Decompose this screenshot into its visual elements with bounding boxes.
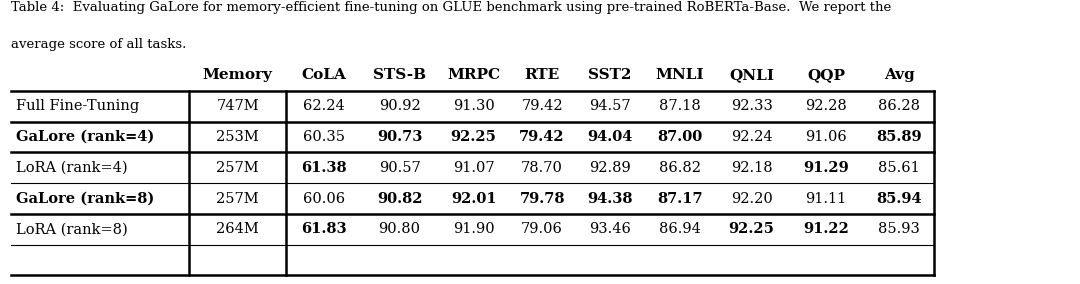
Text: 91.90: 91.90 <box>453 222 495 236</box>
Text: Table 4:  Evaluating GaLore for memory-efficient fine-tuning on GLUE benchmark u: Table 4: Evaluating GaLore for memory-ef… <box>11 1 891 14</box>
Text: 90.80: 90.80 <box>379 222 420 236</box>
Text: 90.92: 90.92 <box>379 99 420 113</box>
Text: 253M: 253M <box>216 130 259 144</box>
Text: 90.82: 90.82 <box>377 192 422 206</box>
Text: Full Fine-Tuning: Full Fine-Tuning <box>16 99 139 113</box>
Text: 90.73: 90.73 <box>377 130 422 144</box>
Text: average score of all tasks.: average score of all tasks. <box>11 38 186 51</box>
Text: Avg: Avg <box>883 68 915 82</box>
Text: RTE: RTE <box>525 68 559 82</box>
Text: 91.29: 91.29 <box>804 161 849 175</box>
Text: 85.93: 85.93 <box>878 222 920 236</box>
Text: 78.70: 78.70 <box>522 161 563 175</box>
Text: STS-B: STS-B <box>373 68 427 82</box>
Text: 79.42: 79.42 <box>519 130 565 144</box>
Text: QQP: QQP <box>807 68 846 82</box>
Text: 90.57: 90.57 <box>379 161 420 175</box>
Text: 86.94: 86.94 <box>659 222 701 236</box>
Text: 92.24: 92.24 <box>731 130 772 144</box>
Text: 91.11: 91.11 <box>806 192 847 206</box>
Text: 747M: 747M <box>216 99 259 113</box>
Text: MRPC: MRPC <box>447 68 500 82</box>
Text: MNLI: MNLI <box>656 68 704 82</box>
Text: 92.25: 92.25 <box>729 222 774 236</box>
Text: 60.35: 60.35 <box>303 130 345 144</box>
Text: 93.46: 93.46 <box>589 222 631 236</box>
Text: LoRA (rank=8): LoRA (rank=8) <box>16 222 127 236</box>
Text: 79.42: 79.42 <box>522 99 563 113</box>
Text: 91.22: 91.22 <box>804 222 849 236</box>
Text: 79.78: 79.78 <box>519 192 565 206</box>
Text: 87.18: 87.18 <box>659 99 701 113</box>
Text: 87.00: 87.00 <box>658 130 702 144</box>
Text: Memory: Memory <box>203 68 272 82</box>
Text: 92.20: 92.20 <box>731 192 772 206</box>
Text: 91.30: 91.30 <box>453 99 495 113</box>
Text: 87.17: 87.17 <box>657 192 703 206</box>
Text: 91.07: 91.07 <box>453 161 495 175</box>
Text: 94.57: 94.57 <box>589 99 631 113</box>
Text: 94.04: 94.04 <box>586 130 633 144</box>
Text: 62.24: 62.24 <box>303 99 345 113</box>
Text: 60.06: 60.06 <box>302 192 346 206</box>
Text: 94.38: 94.38 <box>586 192 633 206</box>
Text: 85.89: 85.89 <box>876 130 922 144</box>
Text: 86.28: 86.28 <box>878 99 920 113</box>
Text: 79.06: 79.06 <box>522 222 563 236</box>
Text: 92.89: 92.89 <box>589 161 631 175</box>
Text: 91.06: 91.06 <box>806 130 847 144</box>
Text: 92.25: 92.25 <box>450 130 497 144</box>
Text: QNLI: QNLI <box>729 68 774 82</box>
Text: 86.82: 86.82 <box>659 161 701 175</box>
Text: GaLore (rank=8): GaLore (rank=8) <box>16 192 154 206</box>
Text: 85.94: 85.94 <box>876 192 922 206</box>
Text: GaLore (rank=4): GaLore (rank=4) <box>16 130 154 144</box>
Text: SST2: SST2 <box>588 68 632 82</box>
Text: 61.83: 61.83 <box>301 222 347 236</box>
Text: 92.18: 92.18 <box>731 161 772 175</box>
Text: 257M: 257M <box>216 161 259 175</box>
Text: 92.28: 92.28 <box>806 99 847 113</box>
Text: 85.61: 85.61 <box>878 161 920 175</box>
Text: 257M: 257M <box>216 192 259 206</box>
Text: 92.01: 92.01 <box>450 192 497 206</box>
Text: CoLA: CoLA <box>301 68 347 82</box>
Text: 61.38: 61.38 <box>301 161 347 175</box>
Text: LoRA (rank=4): LoRA (rank=4) <box>16 161 127 175</box>
Text: 264M: 264M <box>216 222 259 236</box>
Text: 92.33: 92.33 <box>731 99 772 113</box>
